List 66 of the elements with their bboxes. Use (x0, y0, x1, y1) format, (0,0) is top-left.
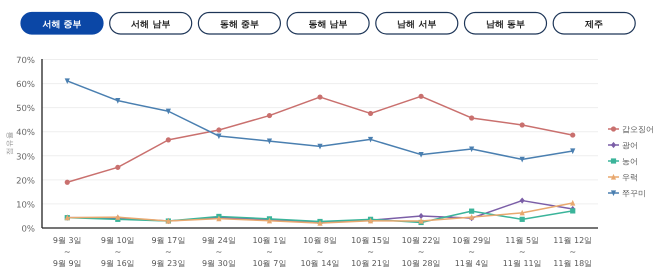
y-tick-label: 30% (16, 152, 35, 162)
point (520, 210, 525, 216)
point (368, 110, 374, 116)
tab: 서해 중부 (20, 12, 104, 35)
point (166, 108, 171, 114)
point (166, 137, 171, 142)
point (418, 152, 424, 158)
legend-item: 쭈꾸미 (608, 189, 646, 198)
x-tick-label: 10월 1일 ~ 10월 7일 (252, 236, 286, 268)
tab: 남해 동부 (464, 12, 548, 35)
legend-label: 우럭 (622, 173, 638, 182)
point (570, 148, 576, 154)
point (520, 122, 525, 128)
y-tick-label: 50% (16, 104, 35, 114)
tab: 동해 남부 (286, 12, 370, 35)
point (469, 146, 474, 152)
point (317, 94, 323, 100)
point (570, 208, 576, 214)
x-tick-label: 10월 29일 ~ 11월 4일 (452, 236, 492, 268)
legend-item: 광어 (608, 141, 638, 150)
chart-title: 서해 중부 (42, 20, 82, 30)
legend-label: 광어 (622, 141, 638, 150)
point (570, 200, 576, 206)
point (115, 164, 120, 170)
point (418, 94, 424, 99)
legend-label: 쭈꾸미 (622, 189, 646, 198)
x-tick-label: 11월 5일 ~ 11월 11일 (502, 236, 542, 268)
tab: 서해 남부 (109, 12, 192, 35)
point (266, 138, 272, 144)
point (520, 156, 525, 162)
x-tick-label: 11월 12일 ~ 11월 18일 (553, 236, 592, 268)
y-tick-label: 10% (16, 200, 35, 210)
tab: 제주 (552, 12, 636, 35)
x-tick-label: 9월 24일 ~ 9월 30일 (202, 236, 236, 268)
point (216, 133, 222, 140)
point (469, 208, 474, 214)
legend-item: 농어 (608, 157, 638, 166)
y-tick-label: 40% (16, 128, 35, 138)
x-tick-label: 9월 3일 ~ 9월 9일 (52, 236, 82, 268)
y-tick-label: 20% (16, 176, 35, 186)
point (418, 212, 424, 220)
tab: 동해 중부 (198, 12, 281, 35)
y-tick-label: 60% (16, 80, 35, 90)
point (64, 78, 70, 84)
x-tick-label: 9월 17일 ~ 9월 23일 (151, 236, 186, 268)
y-tick-label: 70% (16, 56, 35, 66)
legend-item: 우럭 (608, 173, 638, 182)
point (216, 127, 222, 133)
x-tick-label: 10월 8일 ~ 10월 14일 (300, 236, 340, 268)
legend-label: 농어 (622, 157, 638, 166)
x-tick-label: 10월 22일 ~ 10월 28일 (402, 236, 441, 268)
point (570, 132, 576, 138)
point (368, 136, 374, 143)
tab: 남해 서부 (375, 12, 458, 35)
legend-item: 갑오징어 (608, 125, 654, 134)
x-tick-label: 10월 15일 ~ 10월 21일 (351, 236, 390, 268)
point (520, 197, 525, 204)
point (115, 98, 120, 104)
point (266, 112, 272, 118)
point (64, 180, 70, 185)
point (520, 216, 525, 222)
point (469, 115, 474, 121)
y-tick-label: 0% (22, 224, 35, 234)
legend-label: 갑오징어 (622, 125, 654, 134)
point (317, 144, 323, 150)
x-tick-label: 9월 10일 ~ 9월 16일 (100, 236, 135, 268)
